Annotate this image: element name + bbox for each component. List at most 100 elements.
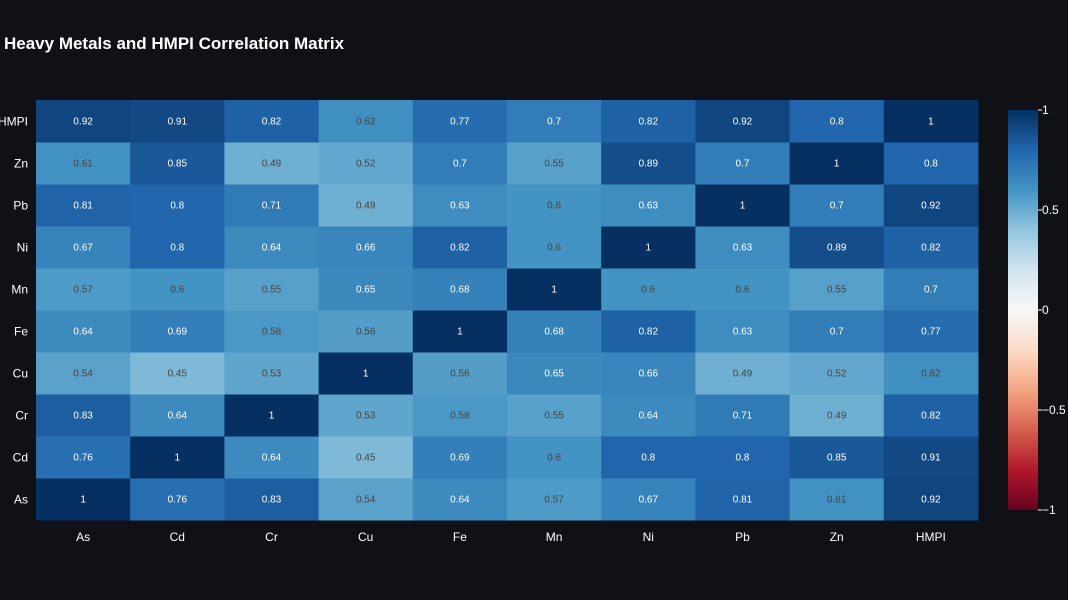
cell-label-pb-cu: 0.49 [356,201,376,212]
colorbar-tick-label: 0 [1042,303,1049,317]
cell-label-ni-as: 0.67 [73,243,93,254]
y-tick-fe: Fe [14,325,28,339]
cell-label-cu-cd: 0.45 [168,369,188,380]
cell-label-zn-cu: 0.52 [356,159,376,170]
cell-cd-ni [601,436,696,479]
cell-label-cr-cr: 1 [269,411,275,422]
y-tick-cr: Cr [15,409,28,423]
cell-ni-pb [695,226,791,269]
cell-fe-cr [224,310,320,353]
cell-as-ni [601,478,696,521]
cell-label-fe-cu: 0.56 [356,327,376,338]
colorbar: 1 0.5 0 −0.5 −1 [1008,103,1066,517]
cell-cd-as [36,436,131,479]
cell-hmpi-cu [318,100,414,143]
cell-label-cu-zn: 0.52 [827,369,847,380]
cell-label-as-as: 1 [80,495,86,506]
cell-label-cu-ni: 0.66 [639,369,659,380]
cell-label-hmpi-cr: 0.82 [262,117,282,128]
cell-hmpi-cd [130,100,225,143]
cell-mn-pb [695,268,791,311]
cell-cu-mn [507,352,602,395]
cell-cd-cr [224,436,320,479]
cell-hmpi-fe [412,100,508,143]
cell-label-hmpi-zn: 0.8 [830,117,844,128]
cell-pb-zn [789,184,885,227]
cell-pb-cr [224,184,320,227]
cell-fe-ni [601,310,696,353]
x-tick-cd: Cd [170,530,185,544]
cell-fe-cd [130,310,225,353]
x-tick-fe: Fe [453,530,467,544]
cell-label-mn-cu: 0.65 [356,285,376,296]
cell-label-mn-mn: 1 [551,285,557,296]
cell-mn-cu [318,268,414,311]
cell-hmpi-mn [507,100,602,143]
cell-label-fe-hmpi: 0.77 [921,327,941,338]
colorbar-tick-label: −1 [1042,503,1056,517]
cell-label-zn-as: 0.61 [73,159,93,170]
cell-mn-ni [601,268,696,311]
cell-mn-fe [412,268,508,311]
cell-label-pb-as: 0.81 [73,201,93,212]
cell-label-fe-mn: 0.68 [544,327,564,338]
cell-cd-hmpi [883,436,979,479]
cell-label-hmpi-fe: 0.77 [450,117,470,128]
cell-label-zn-fe: 0.7 [453,159,467,170]
cell-zn-cr [224,142,320,185]
cell-mn-zn [789,268,885,311]
cell-label-fe-pb: 0.63 [733,327,753,338]
x-tick-cu: Cu [358,530,373,544]
cell-cu-pb [695,352,791,395]
cell-cu-cr [224,352,320,395]
cell-label-mn-pb: 0.6 [736,285,750,296]
cell-label-fe-ni: 0.82 [639,327,659,338]
cell-as-hmpi [883,478,979,521]
x-tick-hmpi: HMPI [916,530,946,544]
cell-mn-mn [507,268,602,311]
cell-label-cu-cr: 0.53 [262,369,282,380]
cell-label-cr-zn: 0.49 [827,411,847,422]
cell-label-mn-ni: 0.6 [641,285,655,296]
cell-label-mn-cd: 0.6 [170,285,184,296]
cell-cd-fe [412,436,508,479]
cell-label-cd-fe: 0.69 [450,453,470,464]
cell-zn-ni [601,142,696,185]
cell-label-cd-pb: 0.8 [736,453,750,464]
cell-pb-fe [412,184,508,227]
cell-as-fe [412,478,508,521]
cell-as-zn [789,478,885,521]
cell-label-as-hmpi: 0.92 [921,495,941,506]
cell-label-ni-pb: 0.63 [733,243,753,254]
cell-label-fe-as: 0.64 [73,327,93,338]
cell-cd-zn [789,436,885,479]
cell-label-ni-cu: 0.66 [356,243,376,254]
cell-label-hmpi-mn: 0.7 [547,117,561,128]
cell-zn-mn [507,142,602,185]
cell-label-pb-cr: 0.71 [262,201,282,212]
cell-zn-as [36,142,131,185]
cell-cu-ni [601,352,696,395]
cell-pb-hmpi [883,184,979,227]
cell-label-ni-fe: 0.82 [450,243,470,254]
cell-label-cr-hmpi: 0.82 [921,411,941,422]
cell-label-mn-fe: 0.68 [450,285,470,296]
cell-pb-ni [601,184,696,227]
cell-label-zn-ni: 0.89 [639,159,659,170]
cell-hmpi-cr [224,100,320,143]
cell-zn-pb [695,142,791,185]
cell-ni-cr [224,226,320,269]
cell-label-hmpi-cu: 0.62 [356,117,376,128]
cell-label-cd-cr: 0.64 [262,453,282,464]
cell-label-zn-hmpi: 0.8 [924,159,938,170]
colorbar-tick-label: −0.5 [1042,403,1066,417]
y-tick-cd: Cd [13,451,28,465]
y-tick-as: As [14,493,28,507]
cell-pb-as [36,184,131,227]
cell-cu-zn [789,352,885,395]
colorbar-tick-label: 0.5 [1042,203,1059,217]
y-axis-ticks: As Cd Cr Cu Fe Mn Ni Pb Zn HMPI [0,115,28,507]
cell-hmpi-ni [601,100,696,143]
cell-fe-zn [789,310,885,353]
